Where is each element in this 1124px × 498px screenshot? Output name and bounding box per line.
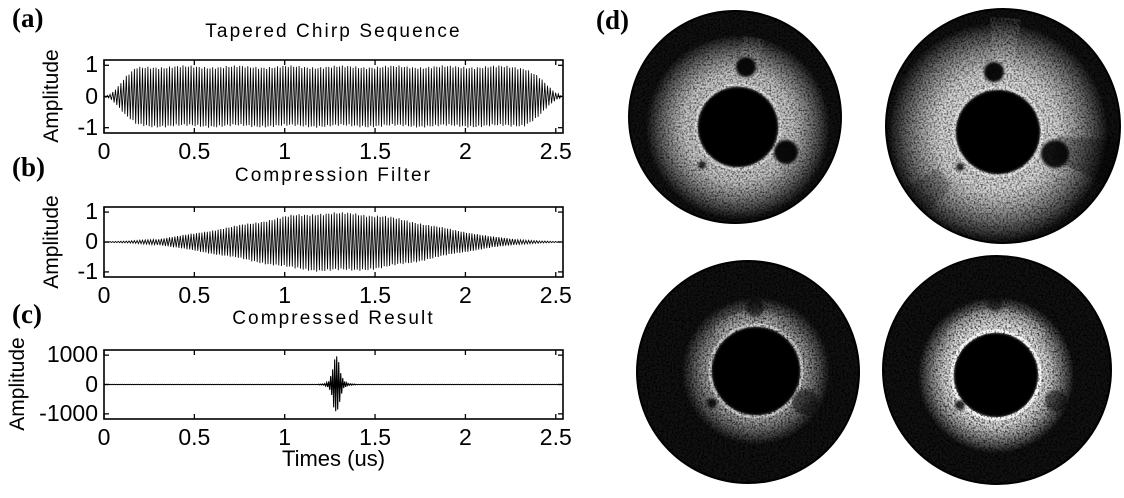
panel-label-b: (b) <box>12 152 45 182</box>
void-spot <box>792 389 818 415</box>
chart-b-waveform <box>104 212 562 272</box>
x-tick-label: 1.5 <box>359 282 392 308</box>
x-tick-label: 0.5 <box>178 282 211 308</box>
ultrasound-image-top-left <box>628 10 842 224</box>
x-tick-label: 1.5 <box>359 138 392 164</box>
chart-c-title: Compressed Result <box>232 308 435 329</box>
x-tick-label: 2.5 <box>539 282 572 308</box>
chart-b-group <box>103 206 564 278</box>
x-tick-label: 1 <box>278 424 292 450</box>
y-tick-label: 1 <box>85 51 98 78</box>
chart-c-waveform <box>104 356 562 412</box>
x-tick-label: 1 <box>278 282 292 308</box>
x-tick-label: 0 <box>97 282 111 308</box>
chart-b-title: Compression Filter <box>234 165 433 186</box>
x-tick-label: 0 <box>97 424 111 450</box>
chart-a-group <box>103 59 564 134</box>
catheter-hole <box>712 327 800 415</box>
chart-a-title: Tapered Chirp Sequence <box>205 21 462 42</box>
void-spot <box>984 62 1004 82</box>
x-tick-label: 2 <box>459 424 472 450</box>
chart-c-xlabel: Times (us) <box>281 446 386 471</box>
hole-rim-speckle <box>694 83 782 171</box>
void-spot <box>746 299 764 317</box>
void-spot <box>1041 140 1069 168</box>
x-tick-label: 2.5 <box>539 424 572 450</box>
y-tick-label: 1000 <box>46 341 98 368</box>
x-tick-label: 2.5 <box>539 138 572 164</box>
void-spot <box>987 296 1003 312</box>
y-tick-label: -1 <box>77 113 98 140</box>
chart-c-group <box>103 349 564 420</box>
y-tick-label: 0 <box>85 228 98 254</box>
y-tick-label: -1 <box>77 257 98 284</box>
y-tick-label: 0 <box>85 82 98 109</box>
hole-rim-speckle <box>950 329 1042 421</box>
x-tick-label: 1 <box>278 138 292 164</box>
x-tick-label: 0.5 <box>178 424 211 450</box>
hole-rim-speckle <box>708 323 804 419</box>
void-spot <box>698 161 706 169</box>
x-tick-label: 0 <box>97 138 111 164</box>
catheter-hole <box>954 333 1038 417</box>
y-tick-label: -1000 <box>39 399 98 426</box>
y-tick-label: 0 <box>85 370 98 397</box>
panel-label-a: (a) <box>12 3 44 33</box>
void-spot <box>1045 390 1067 412</box>
x-tick-label: 2 <box>459 138 472 164</box>
ultrasound-image-top-right <box>885 8 1121 244</box>
dark-streak <box>1051 136 1120 186</box>
ultrasound-image-bottom-right <box>882 255 1112 485</box>
void-spot <box>956 163 964 171</box>
chart-a-waveform <box>104 65 562 128</box>
catheter-hole <box>956 90 1040 174</box>
void-spot <box>774 140 798 164</box>
x-tick-label: 0.5 <box>178 138 211 164</box>
y-tick-label: 1 <box>85 198 98 225</box>
catheter-hole <box>698 87 778 167</box>
void-spot <box>955 400 965 410</box>
void-spot <box>707 398 717 408</box>
void-spot <box>736 57 756 77</box>
hole-rim-speckle <box>952 86 1044 178</box>
x-tick-label: 1.5 <box>359 424 392 450</box>
panel-label-c: (c) <box>12 299 42 329</box>
x-tick-label: 2 <box>459 282 472 308</box>
ultrasound-image-bottom-left <box>636 260 860 484</box>
panel-label-d: (d) <box>596 5 629 35</box>
